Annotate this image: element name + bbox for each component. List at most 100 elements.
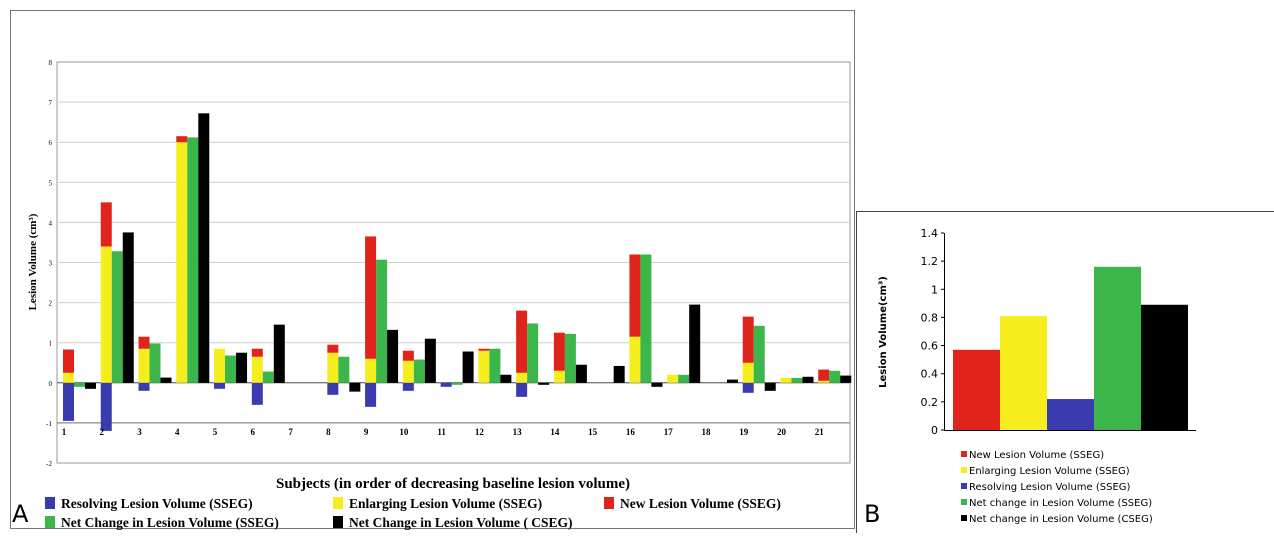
x-tick-label-a: 9 bbox=[364, 427, 369, 437]
x-tick-label-a: 21 bbox=[815, 427, 825, 437]
bar-net-cseg bbox=[764, 382, 776, 391]
bar-net-sseg bbox=[74, 382, 85, 387]
bar-resolving bbox=[214, 382, 226, 389]
bar-b-new bbox=[953, 349, 1000, 430]
legend-swatch-a bbox=[333, 497, 343, 509]
x-tick-label-a: 5 bbox=[213, 427, 218, 437]
bar-resolving bbox=[100, 382, 112, 431]
bar-net-sseg bbox=[829, 370, 841, 383]
x-tick-label-a: 2 bbox=[100, 427, 105, 437]
bar-new bbox=[818, 369, 830, 381]
x-tick-label-a: 7 bbox=[288, 427, 293, 437]
bar-new bbox=[138, 336, 150, 349]
bar-enlarging bbox=[818, 380, 830, 383]
bar-net-sseg bbox=[753, 325, 765, 383]
bar-net-cseg bbox=[122, 232, 134, 383]
bar-new bbox=[327, 344, 339, 353]
legend-a: Resolving Lesion Volume (SSEG) Enlarging … bbox=[45, 496, 781, 530]
bar-new bbox=[176, 136, 188, 143]
bar-enlarging bbox=[214, 348, 226, 383]
bar-net-sseg bbox=[413, 359, 425, 383]
bar-new bbox=[365, 236, 377, 359]
bar-new bbox=[629, 254, 641, 337]
x-tick-label-a: 19 bbox=[739, 427, 749, 437]
x-tick-label-a: 6 bbox=[251, 427, 256, 437]
legend-swatch-a bbox=[45, 516, 55, 528]
legend-swatch-b bbox=[961, 499, 967, 505]
bar-new bbox=[251, 348, 263, 357]
bar-resolving bbox=[63, 382, 74, 421]
y-tick-label-b: 1 bbox=[931, 283, 938, 296]
x-tick-label-a: 1 bbox=[62, 427, 67, 437]
y-tick-label-a: 5 bbox=[49, 179, 53, 187]
bar-net-sseg bbox=[564, 333, 576, 383]
legend-label-b: New Lesion Volume (SSEG) bbox=[969, 450, 1104, 461]
y-axis-label-a: Lesion Volume (cm³) bbox=[27, 213, 39, 310]
bar-net-cseg bbox=[802, 376, 814, 383]
bar-new bbox=[478, 348, 490, 351]
bar-net-cseg bbox=[689, 304, 701, 383]
bar-net-sseg bbox=[187, 137, 199, 383]
y-tick-label-b: 0 bbox=[931, 424, 938, 437]
y-tick-label-b: 0.4 bbox=[921, 368, 939, 381]
bar-net-sseg bbox=[640, 254, 652, 383]
bar-enlarging bbox=[176, 142, 188, 383]
y-tick-label-a: 0 bbox=[49, 380, 53, 388]
legend-label-b: Net change in Lesion Volume (SSEG) bbox=[969, 498, 1152, 509]
bar-net-cseg bbox=[538, 382, 550, 385]
x-tick-label-a: 10 bbox=[399, 427, 409, 437]
y-tick-label-b: 1.4 bbox=[921, 227, 939, 240]
x-tick-label-a: 11 bbox=[437, 427, 446, 437]
bar-resolving bbox=[742, 382, 754, 393]
bar-enlarging bbox=[251, 356, 263, 383]
bar-net-cseg bbox=[387, 329, 399, 383]
bars-a bbox=[63, 113, 852, 431]
y-tick-label-b: 0.2 bbox=[921, 396, 939, 409]
bar-resolving bbox=[365, 382, 377, 407]
bar-enlarging bbox=[780, 377, 792, 383]
bar-net-sseg bbox=[678, 374, 690, 383]
y-tick-label-a: 3 bbox=[49, 260, 53, 268]
x-tick-label-a: 12 bbox=[475, 427, 485, 437]
bar-resolving bbox=[327, 382, 339, 395]
y-tick-label-a: 8 bbox=[49, 59, 53, 67]
legend-swatch-b bbox=[961, 467, 967, 473]
x-tick-label-a: 17 bbox=[664, 427, 674, 437]
legend-label-a: New Lesion Volume (SSEG) bbox=[620, 496, 781, 511]
y-ticks-b: 0 0.2 0.4 0.6 0.8 1 1.2 1.4 bbox=[921, 227, 944, 437]
bar-b-enlarging bbox=[1000, 316, 1047, 430]
bar-b-net_cseg bbox=[1141, 304, 1188, 430]
bar-enlarging bbox=[478, 350, 490, 383]
x-ticks-a: 1 2 3 4 5 6 7 8 9 10 11 12 13 14 15 16 17 18 19 20 21 bbox=[62, 427, 824, 437]
bar-b-resolving bbox=[1047, 399, 1094, 430]
bar-enlarging bbox=[138, 348, 150, 383]
bar-net-cseg bbox=[273, 324, 285, 383]
bar-net-sseg bbox=[338, 356, 350, 383]
bar-net-sseg bbox=[111, 251, 123, 383]
bar-enlarging bbox=[553, 370, 565, 383]
legend-label-b: Net change in Lesion Volume (CSEG) bbox=[969, 514, 1153, 525]
y-tick-label-a: 7 bbox=[49, 99, 53, 107]
bar-net-cseg bbox=[500, 374, 512, 383]
legend-swatch-a bbox=[333, 516, 343, 528]
bar-net-cseg bbox=[236, 352, 248, 383]
y-tick-label-a: 1 bbox=[49, 340, 53, 348]
bar-resolving bbox=[251, 382, 263, 405]
bar-resolving bbox=[440, 382, 452, 387]
legend-label-a: Resolving Lesion Volume (SSEG) bbox=[61, 496, 253, 511]
y-tick-label-a: -2 bbox=[46, 460, 52, 468]
bar-new bbox=[402, 350, 414, 361]
bar-net-sseg bbox=[791, 377, 803, 383]
bar-net-cseg bbox=[840, 375, 852, 383]
bar-net-cseg bbox=[198, 113, 210, 383]
bar-net-cseg bbox=[424, 338, 436, 383]
bar-new bbox=[742, 316, 754, 363]
y-tick-label-a: -1 bbox=[46, 420, 52, 428]
legend-label-a: Enlarging Lesion Volume (SSEG) bbox=[349, 496, 542, 511]
bar-enlarging bbox=[327, 352, 339, 383]
bar-net-cseg bbox=[85, 382, 96, 389]
panel-label-a: A bbox=[12, 500, 29, 528]
bar-new bbox=[516, 310, 528, 373]
chart-panel-b: 0 0.2 0.4 0.6 0.8 1 1.2 1.4 Lesion Volume(cm³) … bbox=[856, 211, 1274, 533]
y-tick-label-b: 1.2 bbox=[921, 255, 939, 268]
